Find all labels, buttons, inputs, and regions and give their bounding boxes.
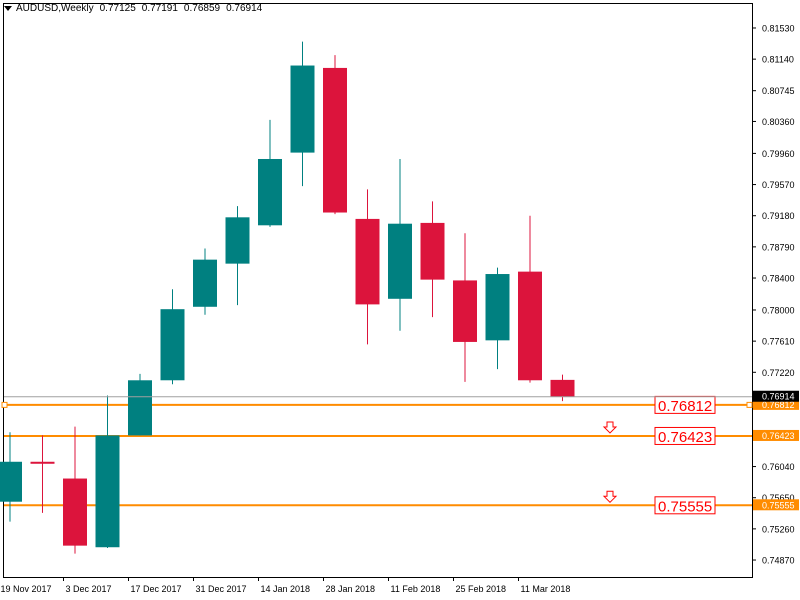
price-tick-label: 0.78400 — [762, 274, 795, 284]
price-tick-label: 0.81530 — [762, 23, 795, 33]
bullish-candle-body — [225, 217, 250, 264]
level-axis-tag — [753, 499, 799, 511]
level-anchor-handle — [746, 401, 753, 408]
level-label-box — [654, 496, 716, 515]
bullish-candle-body — [193, 259, 217, 307]
bullish-candle-body — [128, 380, 152, 436]
time-tick-label: 11 Mar 2018 — [521, 584, 571, 594]
down-arrow-icon — [602, 490, 618, 504]
time-tick-label: 19 Nov 2017 — [1, 584, 52, 594]
current-price-label: 0.76914 — [762, 392, 795, 402]
time-tick-label: 3 Dec 2017 — [66, 584, 112, 594]
current-price: 0.76914 — [4, 390, 799, 402]
symbol-label: AUDUSD,Weekly — [16, 3, 94, 14]
time-tick-label: 11 Feb 2018 — [391, 584, 441, 594]
bullish-candle-body — [0, 461, 22, 502]
bullish-candle-body — [388, 223, 412, 299]
price-tick-label: 0.80745 — [762, 86, 795, 96]
open-value: 0.77125 — [99, 3, 136, 14]
price-tick-label: 0.78790 — [762, 242, 795, 252]
bullish-candle-body — [485, 274, 510, 341]
price-tick-label: 0.79960 — [762, 149, 795, 159]
price-tick-label: 0.75260 — [762, 524, 795, 534]
price-tick-label: 0.79570 — [762, 180, 795, 190]
time-tick-label: 17 Dec 2017 — [131, 584, 182, 594]
level-label: 0.75555 — [658, 498, 712, 515]
level-label: 0.76423 — [658, 429, 712, 446]
price-tick-label: 0.75650 — [762, 493, 795, 503]
level-label: 0.76812 — [658, 398, 712, 415]
time-tick-label: 14 Jan 2018 — [261, 584, 311, 594]
bearish-candle-body — [323, 67, 347, 213]
bullish-candle-body — [95, 435, 120, 548]
current-price-tag — [753, 390, 799, 402]
candlesticks — [0, 41, 575, 554]
level-axis-label: 0.76812 — [762, 400, 795, 410]
level-axis-tag — [753, 398, 799, 410]
bearish-candle-body — [518, 271, 542, 381]
level-axis-tag — [753, 429, 799, 441]
price-tick-label: 0.79180 — [762, 211, 795, 221]
price-tick-label: 0.77220 — [762, 368, 795, 378]
level-axis-label: 0.76423 — [762, 431, 795, 441]
high-value: 0.77191 — [141, 3, 178, 14]
bearish-candle-body — [63, 478, 87, 546]
bearish-candle-body — [550, 379, 575, 397]
chart-header: AUDUSD,Weekly 0.77125 0.77191 0.76859 0.7691… — [4, 3, 268, 14]
price-axis: 0.81530 0.81140 0.80745 0.80360 0.79960 0.795… — [752, 23, 795, 566]
bullish-candle-body — [258, 158, 282, 226]
price-tick-label: 0.80360 — [762, 117, 795, 127]
level-label-box — [654, 426, 716, 445]
close-value: 0.76914 — [226, 3, 263, 14]
level-axis-label: 0.75555 — [762, 500, 795, 510]
low-value: 0.76859 — [183, 3, 221, 14]
price-tick-label: 0.76040 — [762, 462, 795, 472]
time-axis: 19 Nov 2017 3 Dec 2017 17 Dec 2017 31 Dec 2… — [1, 577, 571, 594]
price-tick-label: 0.81140 — [762, 55, 794, 65]
time-tick-label: 28 Jan 2018 — [326, 584, 376, 594]
support-levels: 0.76812 0.76812 0.76423 0.76423 0.75555 0.755… — [1, 395, 799, 515]
time-tick-label: 31 Dec 2017 — [196, 584, 247, 594]
bearish-candle-body — [355, 218, 380, 305]
price-tick-label: 0.78000 — [762, 305, 795, 315]
bearish-candle-body — [30, 461, 55, 464]
bearish-candle-body — [453, 280, 477, 342]
level-anchor-handle — [1, 401, 8, 408]
price-tick-label: 0.77610 — [762, 337, 795, 347]
down-arrow-icon — [602, 421, 618, 434]
price-tick-label: 0.74870 — [762, 556, 795, 566]
bearish-candle-body — [420, 222, 445, 280]
time-tick-label: 25 Feb 2018 — [456, 584, 507, 594]
bullish-candle-body — [290, 65, 315, 153]
bullish-candle-body — [160, 309, 185, 381]
dropdown-triangle-icon[interactable] — [4, 5, 12, 11]
